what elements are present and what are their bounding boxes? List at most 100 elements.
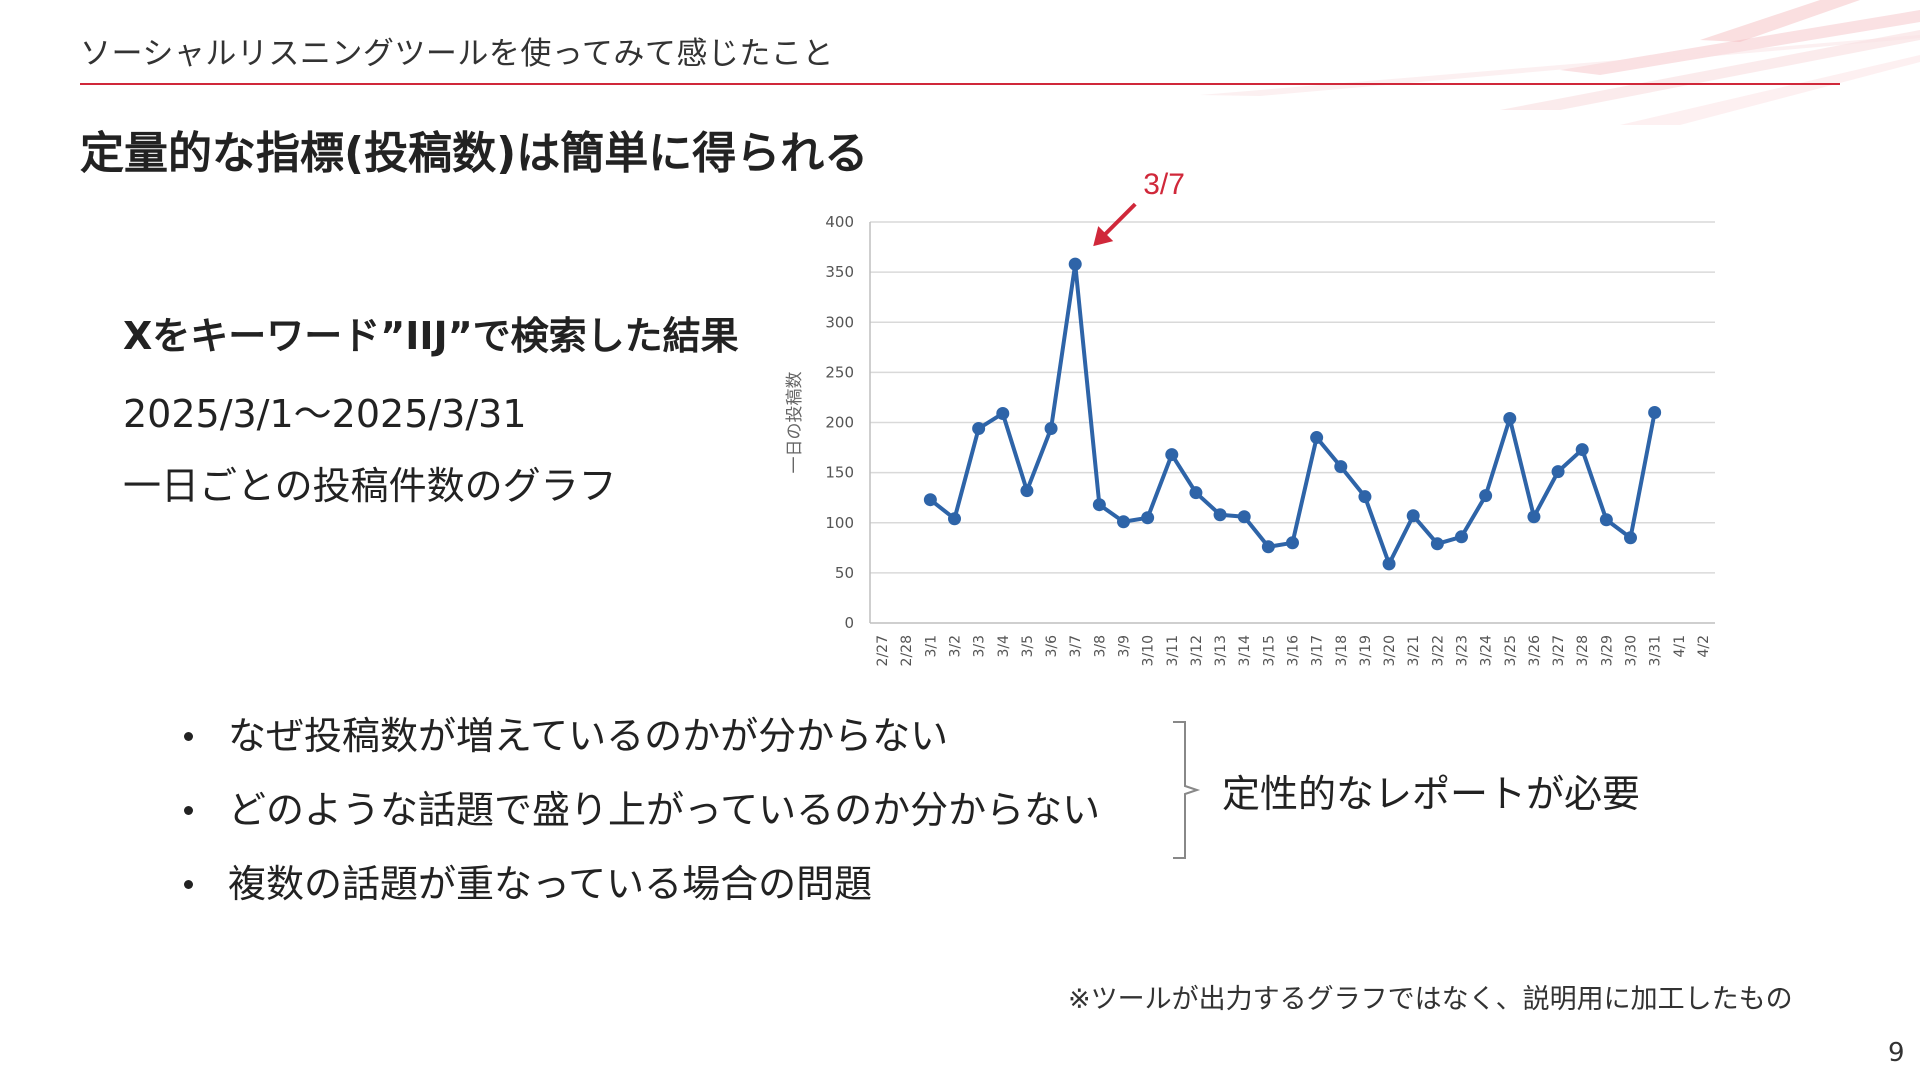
data-point: [1527, 510, 1541, 524]
y-tick-label: 400: [825, 213, 854, 231]
x-tick-label: 3/26: [1527, 635, 1543, 667]
data-point: [1358, 490, 1372, 504]
search-result-title: Xをキーワード”IIJ”で検索した結果: [123, 314, 739, 358]
data-point: [1165, 448, 1179, 462]
x-tick-label: 3/11: [1165, 635, 1181, 666]
y-tick-label: 50: [835, 564, 854, 582]
right-brace-icon: [1173, 721, 1201, 859]
x-tick-label: 3/14: [1237, 635, 1253, 667]
data-point: [1479, 489, 1493, 503]
x-tick-label: 3/25: [1503, 635, 1519, 666]
x-tick-label: 3/6: [1044, 635, 1060, 658]
x-tick-label: 3/10: [1141, 635, 1157, 666]
x-tick-label: 3/16: [1286, 635, 1302, 667]
x-tick-label: 3/27: [1551, 635, 1567, 666]
data-point: [1092, 498, 1106, 512]
x-tick-label: 3/9: [1117, 635, 1133, 658]
data-point: [1503, 411, 1517, 425]
data-point: [1575, 443, 1589, 457]
y-tick-label: 250: [825, 363, 854, 381]
footnote: ※ツールが出力するグラフではなく、説明用に加工したもの: [1068, 984, 1793, 1015]
data-point: [923, 493, 937, 507]
x-tick-label: 3/12: [1189, 635, 1205, 666]
data-point: [948, 512, 961, 526]
bullet-icon: [184, 880, 193, 889]
x-tick-label: 3/15: [1261, 635, 1277, 666]
data-point: [1068, 257, 1082, 271]
issue-list: なぜ投稿数が増えているのかが分からない どのような話題で盛り上がっているのか分か…: [180, 710, 1100, 932]
list-item-text: どのような話題で盛り上がっているのか分からない: [228, 788, 1101, 832]
x-tick-label: 3/31: [1648, 635, 1664, 666]
x-tick-label: 4/2: [1696, 635, 1712, 658]
data-point: [1141, 511, 1155, 525]
graph-description: 一日ごとの投稿件数のグラフ: [123, 464, 617, 508]
conclusion-text: 定性的なレポートが必要: [1222, 772, 1641, 816]
data-point: [1286, 536, 1299, 550]
x-tick-label: 3/4: [996, 635, 1012, 658]
x-tick-label: 3/13: [1213, 635, 1229, 666]
data-point: [1261, 540, 1275, 554]
x-tick-label: 3/5: [1020, 635, 1036, 658]
slide-heading: 定量的な指標(投稿数)は簡単に得られる: [80, 128, 869, 179]
x-tick-label: 3/2: [948, 635, 964, 658]
section-title: ソーシャルリスニングツールを使ってみて感じたこと: [80, 36, 834, 72]
x-tick-label: 3/8: [1092, 635, 1108, 658]
data-point: [1310, 431, 1324, 445]
list-item: なぜ投稿数が増えているのかが分からない: [180, 710, 1100, 784]
data-point: [1117, 515, 1130, 529]
annotation-arrowhead: [1093, 226, 1114, 247]
annotation-label: 3/7: [1143, 170, 1185, 201]
x-tick-label: 3/17: [1310, 635, 1326, 666]
data-point: [1044, 422, 1058, 436]
decorative-stripes: [1200, 0, 1920, 125]
x-tick-label: 2/27: [875, 635, 891, 666]
x-tick-label: 3/30: [1624, 635, 1640, 666]
x-tick-label: 2/28: [899, 635, 915, 666]
series-line: [929, 262, 1657, 566]
list-item: どのような話題で盛り上がっているのか分からない: [180, 784, 1100, 858]
y-axis-title: 一日の投稿数: [785, 372, 805, 474]
x-tick-label: 3/22: [1430, 635, 1446, 666]
y-tick-label: 300: [825, 313, 854, 331]
y-tick-label: 150: [825, 464, 854, 482]
x-tick-label: 4/1: [1672, 635, 1688, 658]
y-tick-label: 200: [825, 414, 854, 432]
y-tick-label: 100: [825, 514, 854, 532]
annotation-arrow: [1099, 202, 1137, 240]
data-point: [996, 406, 1010, 420]
data-point: [1648, 405, 1662, 419]
data-point: [1599, 513, 1613, 527]
x-tick-label: 3/19: [1358, 635, 1374, 666]
data-point: [972, 422, 986, 436]
x-tick-label: 3/7: [1068, 635, 1084, 658]
list-item: 複数の話題が重なっている場合の問題: [180, 858, 1100, 932]
x-tick-label: 3/20: [1382, 635, 1398, 666]
data-point: [1382, 557, 1396, 571]
list-item-text: なぜ投稿数が増えているのかが分からない: [228, 714, 949, 758]
date-range: 2025/3/1～2025/3/31: [123, 392, 527, 436]
bullet-icon: [184, 806, 193, 815]
header-divider: [80, 83, 1840, 85]
x-tick-label: 3/24: [1479, 635, 1495, 667]
x-tick-label: 3/1: [923, 635, 939, 658]
x-tick-label: 3/28: [1575, 635, 1591, 666]
x-tick-label: 3/18: [1334, 635, 1350, 666]
data-point: [1406, 509, 1420, 523]
data-point: [1213, 508, 1227, 522]
x-tick-label: 3/29: [1599, 635, 1615, 666]
x-tick-label: 3/21: [1406, 635, 1422, 666]
data-point: [1551, 465, 1565, 479]
list-item-text: 複数の話題が重なっている場合の問題: [228, 862, 873, 906]
data-point: [1189, 486, 1203, 500]
bullet-icon: [184, 732, 193, 741]
x-tick-label: 3/23: [1455, 635, 1471, 666]
y-tick-label: 0: [844, 614, 854, 632]
posts-line-chart: 0 50 100 150 200 250 300 350 400 2/27 2/28 3/1 3/2 3/…: [785, 170, 1715, 667]
y-tick-label: 350: [825, 263, 854, 281]
data-point: [1430, 537, 1444, 551]
data-point: [1334, 460, 1348, 474]
page-number: 9: [1888, 1038, 1905, 1068]
data-point: [1624, 531, 1637, 545]
x-tick-label: 3/3: [972, 635, 988, 658]
